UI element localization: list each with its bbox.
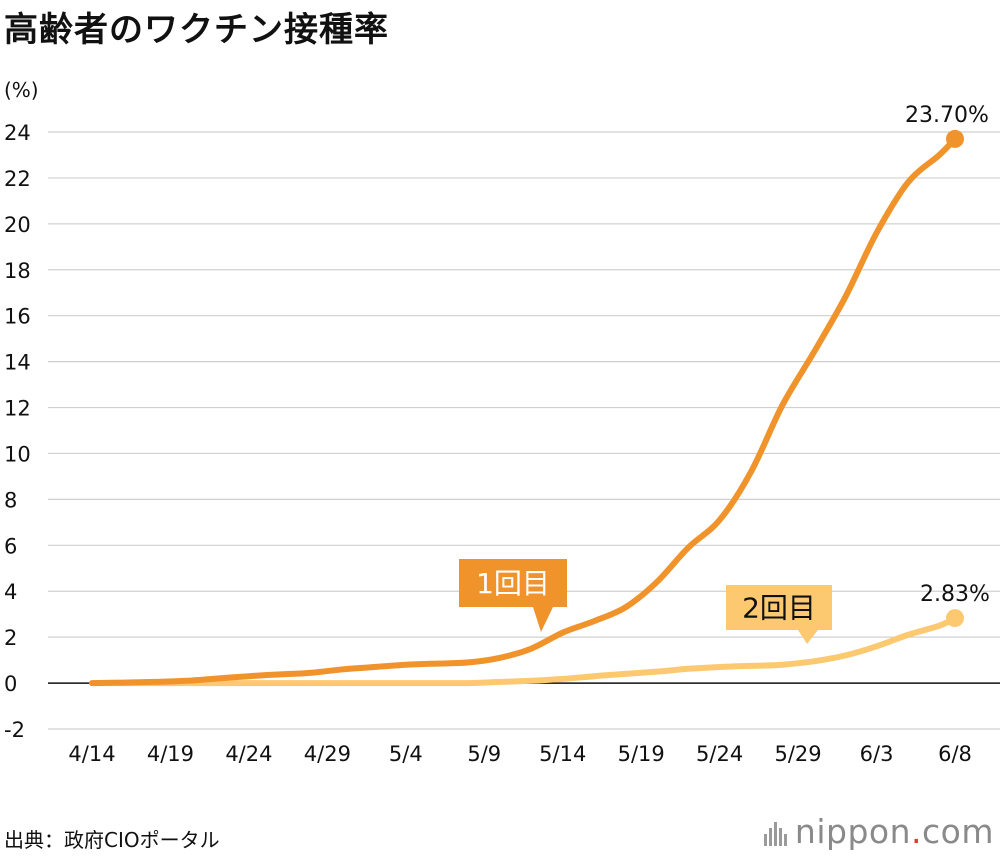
first-dose-end-point xyxy=(946,129,964,148)
logo-bars-icon xyxy=(763,818,787,846)
second-dose-end-label: 2.83% xyxy=(920,582,990,607)
x-tick-label: 4/24 xyxy=(225,742,272,766)
logo-text: nippon.com xyxy=(794,812,994,851)
x-tick-label: 5/29 xyxy=(775,742,822,766)
first-dose-end-label: 23.70% xyxy=(905,103,989,128)
y-tick-label: 2 xyxy=(4,626,17,650)
y-tick-label: 10 xyxy=(4,442,31,466)
y-tick-label: 8 xyxy=(4,488,17,512)
x-tick-label: 6/3 xyxy=(860,742,894,766)
second-dose-callout: 2回目 xyxy=(726,585,832,644)
second-dose-line xyxy=(89,615,958,687)
x-tick-label: 5/9 xyxy=(467,742,501,766)
x-tick-label: 4/29 xyxy=(304,742,351,766)
y-tick-label: 24 xyxy=(4,121,31,145)
y-tick-label: 0 xyxy=(4,672,17,696)
first-dose-callout-pointer xyxy=(533,607,553,632)
y-tick-label: 20 xyxy=(4,213,31,237)
x-tick-label: 5/4 xyxy=(389,742,423,766)
y-tick-label: -2 xyxy=(4,718,25,742)
chart-title: 高齢者のワクチン接種率 xyxy=(4,10,389,50)
y-axis-unit: (%) xyxy=(4,78,39,102)
y-tick-label: 16 xyxy=(4,305,31,329)
x-tick-label: 6/8 xyxy=(938,742,972,766)
x-tick-label: 5/24 xyxy=(696,742,743,766)
second-dose-callout-label: 2回目 xyxy=(742,592,816,625)
first-dose-callout-box xyxy=(459,559,567,607)
second-dose-callout-pointer xyxy=(798,630,818,644)
y-tick-label: 18 xyxy=(4,259,31,283)
y-tick-label: 12 xyxy=(4,397,31,421)
second-dose-callout-box xyxy=(726,585,832,630)
x-tick-label: 5/19 xyxy=(618,742,665,766)
y-tick-label: 6 xyxy=(4,534,17,558)
second-dose-end-point xyxy=(946,609,964,628)
first-dose-callout: 1回目 xyxy=(459,559,567,632)
x-tick-label: 5/14 xyxy=(539,742,586,766)
x-tick-label: 4/14 xyxy=(68,742,115,766)
x-tick-label: 4/19 xyxy=(147,742,194,766)
y-tick-label: 14 xyxy=(4,351,31,375)
y-tick-label: 4 xyxy=(4,580,17,604)
first-dose-line xyxy=(89,135,958,687)
nippon-logo: nippon.com xyxy=(763,812,994,851)
first-dose-callout-label: 1回目 xyxy=(476,567,550,600)
source-note: 出典：政府CIOポータル xyxy=(4,828,220,852)
y-tick-label: 22 xyxy=(4,167,31,191)
